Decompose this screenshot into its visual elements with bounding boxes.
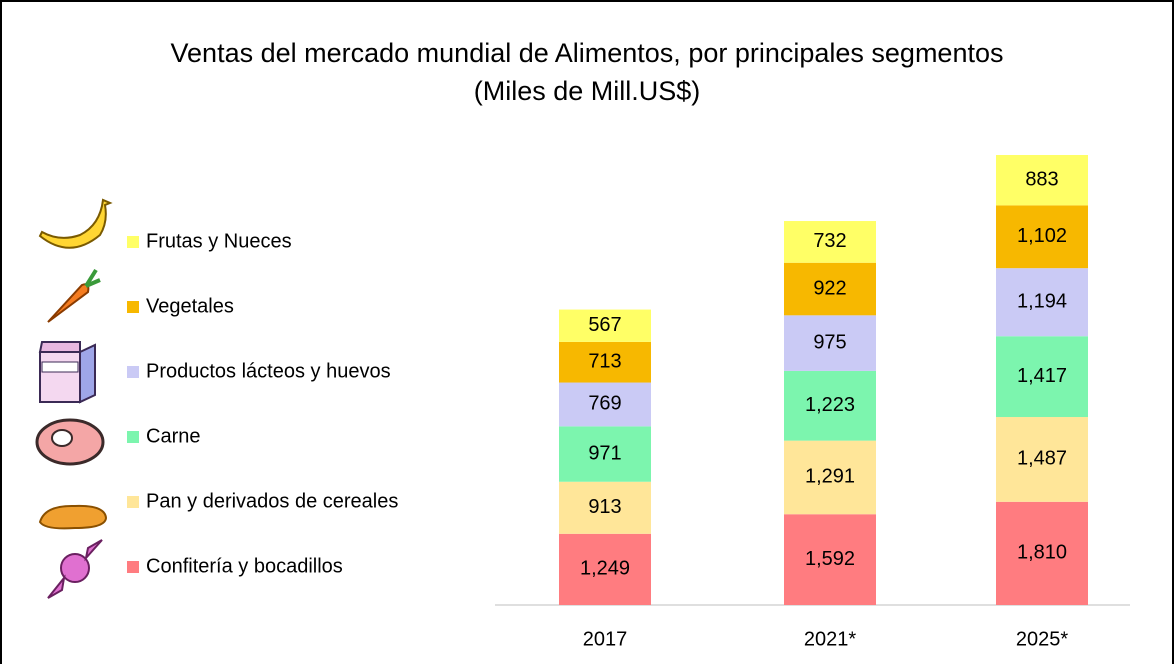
data-label: 922 — [813, 277, 846, 299]
legend-swatch — [127, 561, 139, 573]
candy-icon — [47, 539, 103, 599]
data-label: 1,291 — [805, 466, 855, 488]
bar-segment — [784, 514, 876, 605]
data-label: 971 — [588, 442, 621, 464]
data-label: 1,810 — [1017, 542, 1067, 564]
legend-label: Confitería y bocadillos — [146, 555, 343, 577]
bar-segment — [784, 440, 876, 515]
bar-segment — [996, 155, 1088, 206]
data-label: 769 — [588, 393, 621, 415]
bar-segment — [784, 315, 876, 371]
data-label: 1,417 — [1017, 365, 1067, 387]
legend-label: Frutas y Nueces — [146, 230, 292, 252]
chart-title: Ventas del mercado mundial de Alimentos,… — [171, 38, 1004, 68]
data-label: 1,194 — [1017, 290, 1067, 312]
x-tick-label: 2025* — [1016, 628, 1068, 650]
data-label: 913 — [588, 496, 621, 518]
data-label: 1,223 — [805, 394, 855, 416]
bar-segment — [996, 268, 1088, 337]
data-label: 567 — [588, 314, 621, 336]
legend-label: Carne — [146, 425, 200, 447]
bar-segment — [559, 426, 651, 482]
carrot-icon — [47, 268, 101, 323]
legend-swatch — [127, 236, 139, 248]
bar-segment — [559, 533, 651, 605]
x-tick-label: 2021* — [804, 628, 856, 650]
legend-label: Vegetales — [146, 295, 234, 317]
bar-segment — [996, 501, 1088, 605]
data-label: 1,102 — [1017, 225, 1067, 247]
legend-swatch — [127, 496, 139, 508]
x-tick-label: 2017 — [583, 628, 628, 650]
data-label: 1,487 — [1017, 448, 1067, 470]
data-label: 1,592 — [805, 548, 855, 570]
meat-icon — [35, 418, 105, 466]
data-label: 883 — [1025, 168, 1058, 190]
milk-icon — [38, 341, 96, 404]
bread-icon — [38, 504, 108, 530]
bar-segment — [996, 205, 1088, 269]
data-label: 975 — [813, 331, 846, 353]
bar-segment — [559, 309, 651, 342]
chart-subtitle: (Miles de Mill.US$) — [474, 76, 701, 106]
bar-segment — [559, 481, 651, 534]
data-label: 732 — [813, 230, 846, 252]
bar-segment — [784, 262, 876, 316]
bar-segment — [784, 370, 876, 441]
bar-segment — [559, 341, 651, 383]
bar-segment — [996, 336, 1088, 418]
legend-label: Pan y derivados de cereales — [146, 490, 398, 512]
bar-segment — [784, 221, 876, 263]
bar-segment — [996, 417, 1088, 502]
legend-swatch — [127, 301, 139, 313]
banana-icon — [38, 198, 113, 249]
bar-segment — [559, 382, 651, 427]
legend-swatch — [127, 431, 139, 443]
data-label: 713 — [588, 350, 621, 372]
legend-label: Productos lácteos y huevos — [146, 360, 391, 382]
data-label: 1,249 — [580, 558, 630, 580]
legend-swatch — [127, 366, 139, 378]
